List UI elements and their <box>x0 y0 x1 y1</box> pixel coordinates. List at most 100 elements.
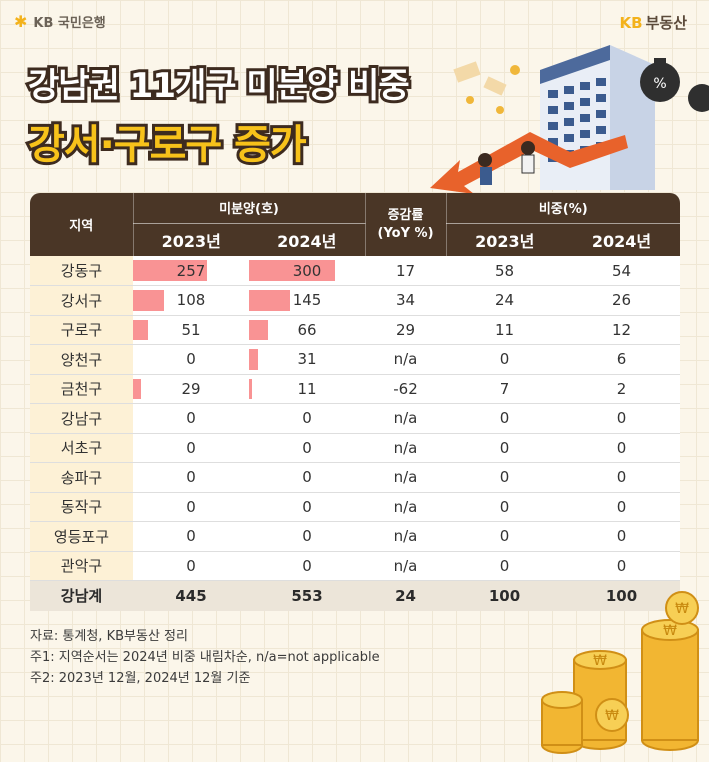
source-note: 자료: 통계청, KB부동산 정리 <box>30 629 188 644</box>
unsold-value: 0 <box>302 497 312 516</box>
unsold-2023-cell: 29 <box>133 374 249 404</box>
unsold-value: 0 <box>302 556 312 575</box>
svg-text:%: % <box>653 76 666 92</box>
svg-text:₩: ₩ <box>593 653 607 669</box>
share-2023-cell: 11 <box>446 315 564 345</box>
table-row: 강서구 108 145 34 24 26 <box>30 285 680 316</box>
unsold-bar <box>249 290 291 311</box>
kb-realestate-brand: KB 부동산 <box>620 12 687 33</box>
unsold-2023-cell: 0 <box>133 344 249 375</box>
svg-text:₩: ₩ <box>663 623 677 639</box>
yoy-cell: n/a <box>365 521 447 552</box>
share-2023-cell: 0 <box>446 344 564 375</box>
unsold-value: 108 <box>176 291 206 310</box>
table-row: 양천구 0 31 n/a 0 6 <box>30 344 680 375</box>
unsold-value: 31 <box>297 350 317 369</box>
yoy-cell: 34 <box>365 285 447 316</box>
unsold-value: 0 <box>302 527 312 546</box>
apartment-building-icon <box>540 45 655 190</box>
unsold-bar <box>133 260 207 281</box>
unsold-value: 0 <box>186 350 196 369</box>
unsold-2023-cell: 0 <box>133 551 249 581</box>
unsold-value: 0 <box>302 438 312 457</box>
unsold-2024-cell: 0 <box>249 492 366 522</box>
region-cell: 강남구 <box>30 403 133 434</box>
table-row: 관악구 0 0 n/a 0 0 <box>30 551 680 581</box>
region-cell: 금천구 <box>30 374 133 404</box>
unsold-value: 257 <box>176 261 206 280</box>
header-share-2024: 2024년 <box>563 223 680 256</box>
region-cell: 동작구 <box>30 492 133 522</box>
share-2024-cell: 0 <box>563 551 680 581</box>
yoy-cell: n/a <box>365 551 447 581</box>
total-share-2023: 100 <box>446 580 564 611</box>
share-2024-cell: 0 <box>563 521 680 552</box>
unsold-value: 0 <box>186 497 196 516</box>
unsold-bar <box>249 349 258 370</box>
unsold-value: 29 <box>181 379 201 398</box>
header-unsold-2023: 2023년 <box>132 223 249 256</box>
header-yoy: 증감률 (YoY %) <box>364 193 447 256</box>
header-region: 지역 <box>30 193 133 256</box>
table-body: 강동구 257 300 17 58 54 강서구 108 145 34 24 26 구로구 51 66 29 1… <box>30 256 680 581</box>
header-share-2023: 2023년 <box>445 223 564 256</box>
share-2024-cell: 0 <box>563 492 680 522</box>
unsold-2024-cell: 300 <box>249 256 366 286</box>
money-bag-icon: % <box>640 58 709 112</box>
unsold-2023-cell: 0 <box>133 462 249 493</box>
title-line-1: 강남권 11개구 미분양 비중 <box>25 63 413 109</box>
note-2: 주2: 2023년 12월, 2024년 12월 기준 <box>30 671 251 686</box>
yoy-cell: 29 <box>365 315 447 345</box>
title-line-2: 강서·구로구 증가 <box>25 119 310 171</box>
building-falling-arrow-illustration: % <box>430 45 709 194</box>
total-share-2024: 100 <box>563 580 680 611</box>
share-2024-cell: 54 <box>563 256 680 286</box>
unsold-2023-cell: 0 <box>133 403 249 434</box>
region-cell: 관악구 <box>30 551 133 581</box>
share-2023-cell: 58 <box>446 256 564 286</box>
unsold-bar <box>249 378 253 399</box>
yoy-cell: n/a <box>365 462 447 493</box>
table-row: 강남구 0 0 n/a 0 0 <box>30 403 680 434</box>
unsold-value: 66 <box>297 320 317 339</box>
table-row: 구로구 51 66 29 11 12 <box>30 315 680 345</box>
unsold-2024-cell: 66 <box>249 315 366 345</box>
unsold-2024-cell: 0 <box>249 403 366 434</box>
total-row: 강남계 445 553 24 100 100 <box>30 580 680 611</box>
unsold-2024-cell: 0 <box>249 462 366 493</box>
region-cell: 서초구 <box>30 433 133 463</box>
share-2024-cell: 0 <box>563 462 680 493</box>
table-row: 금천구 29 11 -62 7 2 <box>30 374 680 404</box>
unsold-value: 0 <box>186 438 196 457</box>
share-2024-cell: 0 <box>563 433 680 463</box>
kb-bank-logo: ✱ KB 국민은행 <box>14 12 106 31</box>
brand-kb-text: KB <box>619 14 643 32</box>
yoy-cell: n/a <box>365 492 447 522</box>
brand-name-text: 부동산 <box>645 14 687 32</box>
region-cell: 양천구 <box>30 344 133 375</box>
yoy-cell: 17 <box>365 256 447 286</box>
share-2024-cell: 2 <box>563 374 680 404</box>
unsold-bar <box>133 378 142 399</box>
unsold-housing-table: 지역 미분양(호) 증감률 (YoY %) 비중(%) 2023년 2024년 … <box>30 193 680 611</box>
yoy-cell: n/a <box>365 344 447 375</box>
share-2023-cell: 0 <box>446 521 564 552</box>
footnotes: 자료: 통계청, KB부동산 정리 주1: 지역순서는 2024년 비중 내림차… <box>30 626 380 689</box>
unsold-value: 0 <box>186 468 196 487</box>
unsold-2023-cell: 108 <box>133 285 249 316</box>
unsold-2024-cell: 11 <box>249 374 366 404</box>
unsold-value: 0 <box>186 409 196 428</box>
unsold-value: 0 <box>302 409 312 428</box>
table-row: 동작구 0 0 n/a 0 0 <box>30 492 680 522</box>
unsold-value: 11 <box>297 379 317 398</box>
unsold-2024-cell: 0 <box>249 433 366 463</box>
share-2023-cell: 0 <box>446 551 564 581</box>
bank-logo-text: KB 국민은행 <box>33 16 106 31</box>
region-cell: 구로구 <box>30 315 133 345</box>
gold-coins-illustration: ₩ ₩ ₩ ₩ <box>541 591 699 754</box>
unsold-2024-cell: 31 <box>249 344 366 375</box>
note-1: 주1: 지역순서는 2024년 비중 내림차순, n/a=not applica… <box>30 650 380 665</box>
total-region: 강남계 <box>30 580 133 611</box>
unsold-2023-cell: 257 <box>133 256 249 286</box>
share-2024-cell: 26 <box>563 285 680 316</box>
